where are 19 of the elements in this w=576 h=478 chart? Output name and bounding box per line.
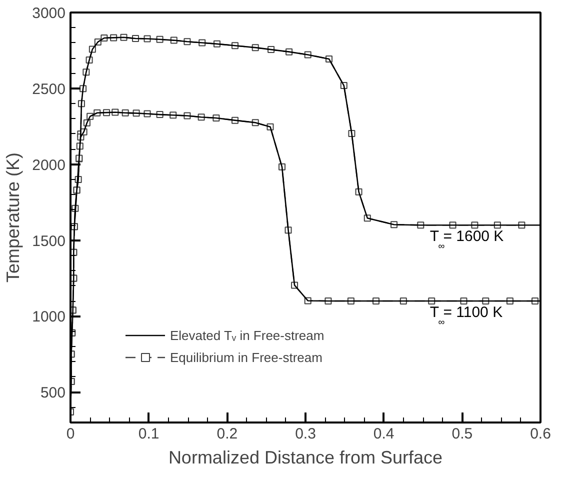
annotation: T∞ = 1600 K [430, 228, 504, 252]
y-tick-label: 3000 [32, 5, 66, 22]
y-axis-title: Temperature (K) [3, 152, 24, 283]
y-tick-label: 2500 [32, 80, 66, 98]
annotation: T∞ = 1100 K [430, 304, 503, 328]
x-tick-label: 0 [66, 426, 75, 442]
y-tick-label: 1000 [32, 308, 66, 326]
x-tick-label: 0.5 [452, 426, 473, 442]
x-axis-title: Normalized Distance from Surface [168, 448, 443, 468]
x-tick-label: 0.4 [373, 426, 394, 442]
y-tick-label: 500 [40, 384, 66, 402]
x-tick-label: 0.6 [530, 426, 551, 442]
legend-label: Elevated Tᵥ in Free-stream [170, 328, 324, 342]
x-tick-label: 0.2 [216, 426, 238, 442]
x-tick-label: 0.3 [295, 426, 316, 442]
x-tick-label: 0.1 [138, 426, 160, 442]
y-tick-label: 2000 [32, 156, 66, 174]
y-tick-label: 1500 [32, 232, 66, 250]
legend-label: Equilibrium in Free-stream [170, 350, 322, 364]
